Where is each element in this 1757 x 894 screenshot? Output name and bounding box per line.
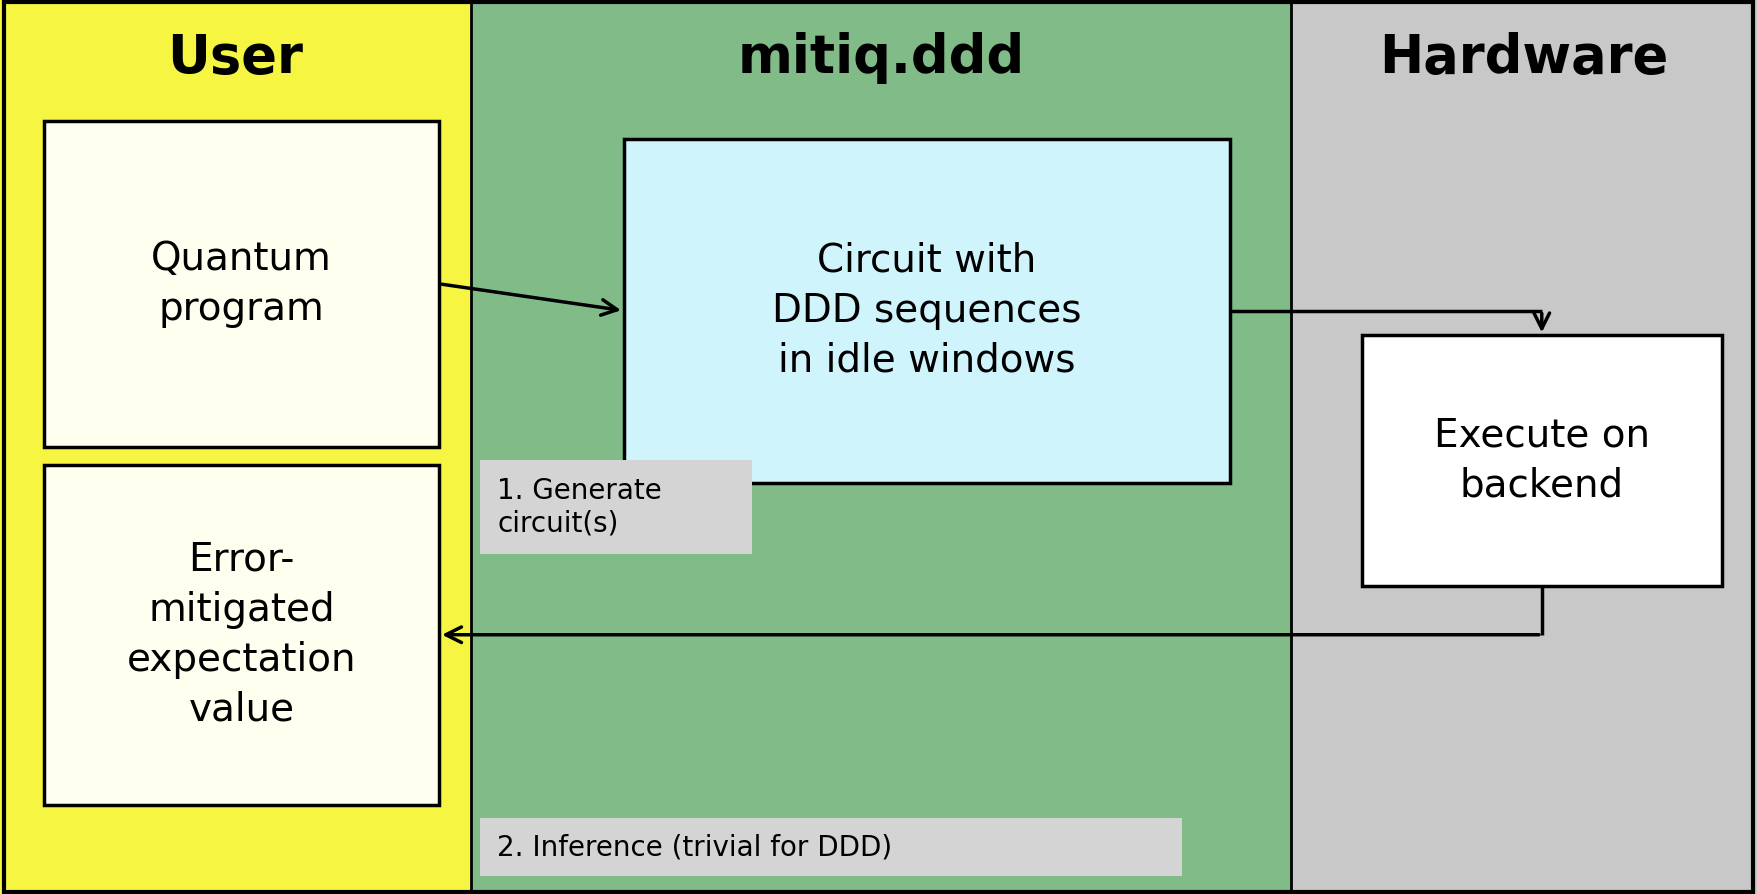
Text: Quantum
program: Quantum program [151, 240, 332, 328]
Bar [624, 139, 1230, 483]
Text: Hardware: Hardware [1379, 32, 1669, 84]
Bar [44, 465, 439, 805]
Bar [1291, 0, 1757, 894]
Text: mitiq.ddd: mitiq.ddd [738, 32, 1024, 84]
Text: Circuit with
DDD sequences
in idle windows: Circuit with DDD sequences in idle windo… [771, 241, 1082, 380]
Text: User: User [167, 32, 304, 84]
Bar [1362, 335, 1722, 586]
Bar [480, 818, 1182, 876]
Text: 2. Inference (trivial for DDD): 2. Inference (trivial for DDD) [497, 833, 893, 861]
Text: Execute on
backend: Execute on backend [1434, 417, 1650, 504]
Bar [44, 121, 439, 447]
Bar [0, 0, 471, 894]
Text: Error-
mitigated
expectation
value: Error- mitigated expectation value [127, 541, 357, 729]
Bar [471, 0, 1291, 894]
Bar [480, 460, 752, 554]
Text: 1. Generate
circuit(s): 1. Generate circuit(s) [497, 477, 662, 537]
